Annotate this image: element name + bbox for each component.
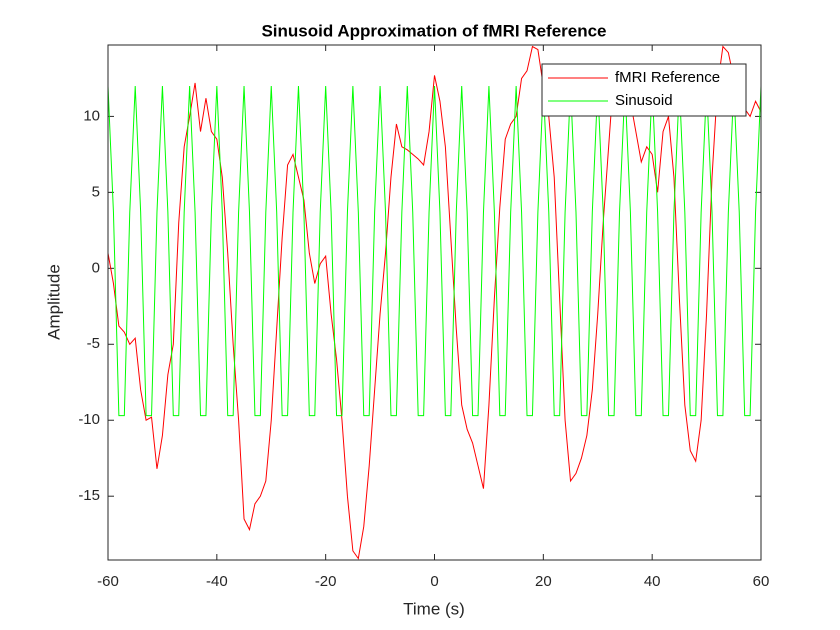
y-axis-label: Amplitude <box>44 264 63 340</box>
x-tick-label: -40 <box>206 573 228 590</box>
legend-label: Sinusoid <box>615 92 673 109</box>
legend-label: fMRI Reference <box>615 69 720 86</box>
y-tick-label: 5 <box>92 183 100 200</box>
x-tick-label: 60 <box>753 573 770 590</box>
data-line <box>108 45 761 560</box>
y-tick-label: -10 <box>78 411 100 428</box>
y-tick-label: -5 <box>87 335 100 352</box>
x-tick-label: 20 <box>535 573 552 590</box>
chart-title: Sinusoid Approximation of fMRI Reference <box>261 21 606 40</box>
legend-box <box>541 63 747 117</box>
x-tick-label: -20 <box>315 573 337 590</box>
x-tick-label: 40 <box>644 573 661 590</box>
y-tick-label: 0 <box>92 259 100 276</box>
y-tick-label: -15 <box>78 487 100 504</box>
x-tick-label: -60 <box>97 573 119 590</box>
x-tick-label: 0 <box>430 573 438 590</box>
axes-box <box>107 44 762 561</box>
x-axis-label: Time (s) <box>403 599 465 618</box>
y-tick-label: 10 <box>83 107 100 124</box>
